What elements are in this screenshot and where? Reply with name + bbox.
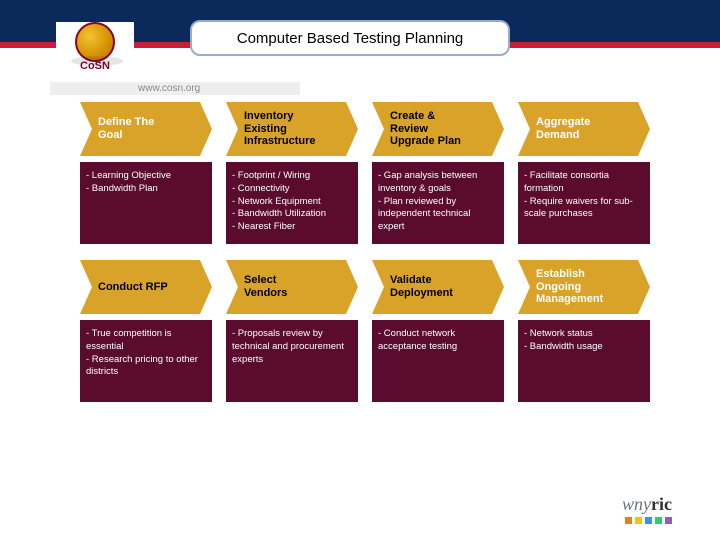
process-step: Establish Ongoing Management - Network st… bbox=[518, 260, 650, 402]
step-arrow: Inventory Existing Infrastructure bbox=[226, 102, 346, 156]
process-row-2: Conduct RFP - True competition is essenti… bbox=[80, 260, 660, 402]
logo-url: www.cosn.org bbox=[50, 82, 300, 95]
step-arrow: Establish Ongoing Management bbox=[518, 260, 638, 314]
process-step: Inventory Existing Infrastructure - Footp… bbox=[226, 102, 358, 244]
step-arrow: Validate Deployment bbox=[372, 260, 492, 314]
process-step: Select Vendors - Proposals review by tech… bbox=[226, 260, 358, 402]
step-arrow: Create & Review Upgrade Plan bbox=[372, 102, 492, 156]
step-detail: - Proposals review by technical and proc… bbox=[226, 320, 358, 402]
step-detail: - True competition is essential - Resear… bbox=[80, 320, 212, 402]
process-step: Create & Review Upgrade Plan - Gap analys… bbox=[372, 102, 504, 244]
step-detail: - Conduct network acceptance testing bbox=[372, 320, 504, 402]
step-detail: - Facilitate consortia formation - Requi… bbox=[518, 162, 650, 244]
dot-icon bbox=[635, 517, 642, 524]
process-diagram: Define The Goal - Learning Objective - Ba… bbox=[80, 102, 660, 410]
dot-icon bbox=[665, 517, 672, 524]
footer-wny: wny bbox=[622, 494, 651, 514]
dot-icon bbox=[655, 517, 662, 524]
page-title: Computer Based Testing Planning bbox=[190, 20, 510, 56]
process-row-1: Define The Goal - Learning Objective - Ba… bbox=[80, 102, 660, 244]
process-step: Validate Deployment - Conduct network acc… bbox=[372, 260, 504, 402]
wnyric-logo: wnyric bbox=[622, 494, 672, 524]
dot-icon bbox=[625, 517, 632, 524]
step-detail: - Gap analysis between inventory & goals… bbox=[372, 162, 504, 244]
cosn-logo: CoSN bbox=[56, 22, 134, 80]
step-detail: - Network status - Bandwidth usage bbox=[518, 320, 650, 402]
step-detail: - Learning Objective - Bandwidth Plan bbox=[80, 162, 212, 244]
step-detail: - Footprint / Wiring - Connectivity - Ne… bbox=[226, 162, 358, 244]
step-arrow: Aggregate Demand bbox=[518, 102, 638, 156]
process-step: Define The Goal - Learning Objective - Ba… bbox=[80, 102, 212, 244]
footer-dots bbox=[622, 517, 672, 524]
step-arrow: Select Vendors bbox=[226, 260, 346, 314]
globe-icon bbox=[75, 22, 115, 62]
dot-icon bbox=[645, 517, 652, 524]
step-arrow: Conduct RFP bbox=[80, 260, 200, 314]
process-step: Aggregate Demand - Facilitate consortia f… bbox=[518, 102, 650, 244]
footer-ric: ric bbox=[651, 494, 672, 514]
process-step: Conduct RFP - True competition is essenti… bbox=[80, 260, 212, 402]
step-arrow: Define The Goal bbox=[80, 102, 200, 156]
